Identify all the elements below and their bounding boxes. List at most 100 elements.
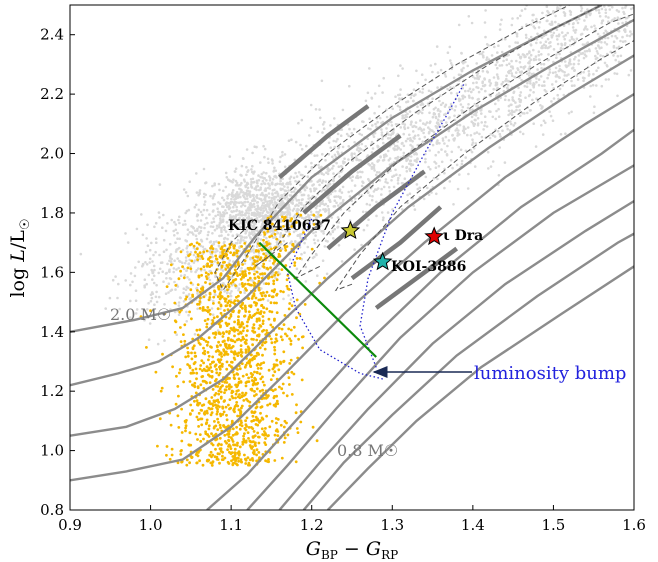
rgb-star-point — [205, 309, 209, 312]
field-star-point — [497, 107, 500, 111]
field-star-point — [216, 213, 220, 217]
field-star-point — [484, 120, 487, 124]
rgb-star-point — [279, 362, 283, 365]
field-star-point — [525, 23, 528, 26]
field-star-point — [263, 182, 267, 185]
field-star-point — [485, 58, 488, 61]
field-star-point — [342, 198, 345, 202]
field-star-point — [462, 125, 466, 128]
field-star-point — [185, 310, 188, 314]
field-star-point — [314, 234, 317, 237]
field-star-point — [176, 247, 179, 251]
field-star-point — [221, 196, 224, 200]
rgb-star-point — [218, 423, 222, 427]
field-star-point — [234, 193, 238, 196]
rgb-star-point — [202, 346, 205, 350]
field-star-point — [528, 71, 531, 74]
rgb-star-point — [261, 319, 265, 323]
field-star-point — [507, 98, 511, 102]
field-star-point — [511, 110, 514, 114]
field-star-point — [456, 187, 460, 191]
rgb-star-point — [275, 394, 278, 398]
y-tick-label: 2.4 — [40, 26, 64, 44]
y-tick-label: 1.4 — [40, 323, 64, 341]
field-star-point — [399, 108, 402, 112]
field-star-point — [377, 105, 381, 108]
rgb-star-point — [257, 441, 261, 445]
rgb-star-point — [192, 244, 196, 248]
field-star-point — [163, 339, 166, 342]
field-star-point — [567, 73, 570, 76]
field-star-point — [272, 169, 276, 172]
field-star-point — [185, 239, 189, 243]
rgb-star-point — [207, 458, 211, 462]
field-star-point — [532, 48, 535, 52]
field-star-point — [164, 229, 168, 233]
field-star-point — [148, 322, 152, 325]
field-star-point — [546, 37, 550, 41]
rgb-star-point — [285, 394, 289, 398]
field-star-point — [463, 95, 467, 99]
field-star-point — [422, 197, 426, 201]
track-bump-segment — [278, 104, 370, 180]
field-star-point — [513, 76, 517, 79]
field-star-point — [295, 199, 299, 202]
rgb-star-point — [219, 291, 223, 294]
field-star-point — [367, 218, 370, 221]
field-star-point — [408, 133, 411, 137]
field-star-point — [439, 68, 443, 72]
field-star-point — [262, 282, 266, 285]
rgb-star-point — [264, 432, 267, 435]
field-star-point — [163, 303, 166, 306]
field-star-point — [510, 59, 513, 63]
field-star-point — [483, 21, 487, 24]
rgb-star-point — [234, 278, 238, 281]
field-star-point — [587, 74, 591, 77]
field-star-point — [147, 338, 151, 342]
field-star-point — [141, 233, 145, 237]
field-star-point — [568, 58, 572, 61]
field-star-point — [272, 203, 275, 207]
field-star-point — [436, 86, 439, 89]
field-star-point — [400, 142, 404, 145]
rgb-star-point — [242, 275, 246, 279]
field-star-point — [370, 151, 374, 154]
field-star-point — [348, 219, 352, 222]
field-star-point — [612, 40, 616, 43]
rgb-star-point — [270, 419, 274, 423]
rgb-star-point — [300, 378, 304, 382]
rgb-star-point — [214, 399, 218, 402]
field-star-point — [522, 67, 526, 70]
rgb-star-point — [214, 424, 218, 428]
rgb-star-point — [219, 324, 222, 328]
field-star-point — [435, 126, 439, 130]
field-star-point — [516, 41, 519, 44]
field-star-point — [221, 205, 224, 208]
field-star-point — [608, 8, 612, 11]
rgb-star-point — [265, 307, 269, 311]
rgb-star-point — [234, 265, 237, 268]
rgb-star-point — [219, 396, 223, 400]
rgb-star-point — [216, 458, 220, 461]
field-star-point — [409, 143, 412, 147]
field-star-point — [435, 192, 438, 196]
field-star-point — [245, 194, 249, 197]
rgb-star-point — [195, 328, 199, 332]
field-star-point — [207, 230, 210, 234]
field-star-point — [214, 250, 217, 254]
field-star-point — [253, 221, 256, 225]
rgb-star-point — [228, 363, 231, 367]
rgb-star-point — [270, 234, 274, 238]
field-star-point — [568, 44, 572, 47]
field-star-point — [521, 132, 525, 136]
field-star-point — [381, 218, 385, 222]
rgb-star-point — [239, 350, 243, 354]
field-star-point — [481, 50, 485, 54]
field-star-point — [167, 269, 171, 273]
field-star-point — [451, 133, 454, 137]
rgb-star-point — [281, 338, 284, 342]
field-star-point — [348, 209, 351, 213]
field-star-point — [257, 174, 260, 177]
rgb-star-point — [285, 278, 289, 282]
field-star-point — [606, 65, 609, 68]
